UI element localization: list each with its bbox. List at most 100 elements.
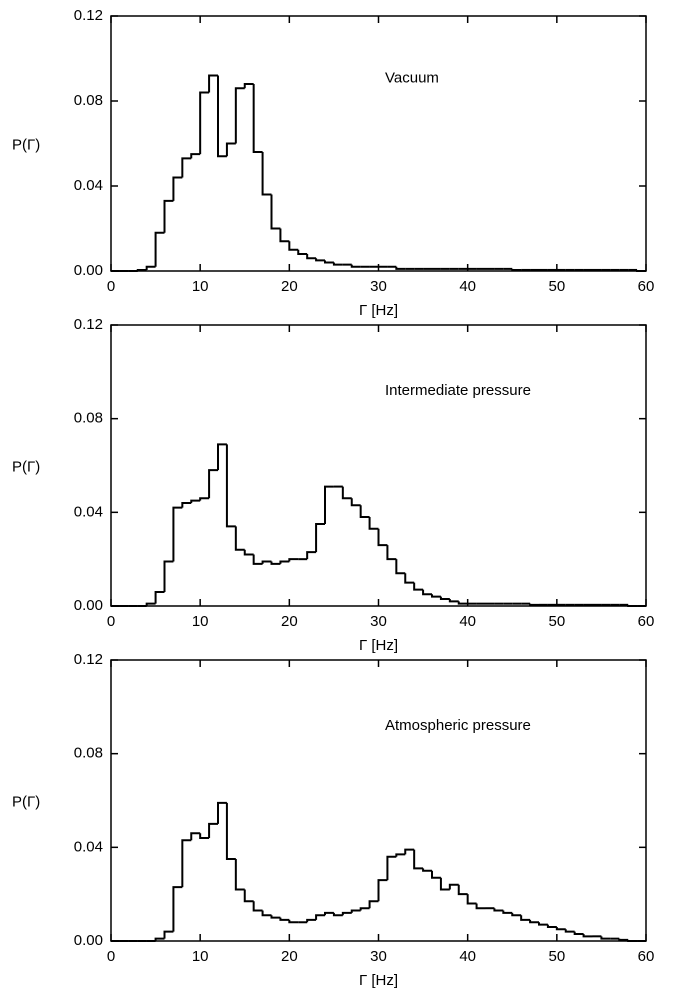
histogram-bin	[225, 142, 236, 157]
histogram-bin	[386, 855, 397, 881]
histogram-bin	[243, 83, 254, 89]
x-axis-label: Γ [Hz]	[359, 972, 398, 989]
histogram-bin	[439, 596, 450, 600]
histogram-bin	[324, 911, 334, 916]
histogram-bin	[181, 157, 192, 178]
histogram-bin	[270, 561, 281, 565]
x-tick-label: 60	[638, 948, 655, 965]
histogram-bin	[199, 497, 210, 501]
histogram-bin	[270, 915, 281, 919]
histogram-bin	[225, 802, 236, 861]
y-axis-label: P(Γ)	[12, 793, 40, 810]
histogram-bin	[600, 936, 611, 940]
histogram-bin	[395, 853, 406, 857]
histogram-bin	[199, 91, 210, 155]
histogram-bin	[627, 604, 638, 607]
y-tick-label: 0.12	[74, 651, 103, 668]
histogram-bin	[475, 903, 486, 910]
histogram-bin	[324, 485, 334, 525]
histogram-bin	[422, 589, 432, 596]
plot-frame	[110, 324, 647, 607]
histogram-bin	[261, 910, 272, 917]
y-tick-label: 0.00	[74, 932, 103, 949]
histogram-bin	[225, 444, 236, 528]
histogram-bin	[234, 526, 245, 551]
y-tick-label: 0.04	[74, 503, 103, 520]
histogram-bin	[252, 84, 263, 153]
histogram-bin	[350, 264, 361, 268]
histogram-bin	[190, 499, 201, 503]
x-tick-label: 40	[459, 278, 476, 295]
histogram-bin	[341, 911, 352, 916]
histogram-bin	[315, 523, 325, 553]
histogram-bin	[208, 822, 218, 838]
histogram-bin	[520, 915, 531, 921]
histogram-bin	[136, 268, 147, 271]
histogram-bin	[163, 560, 174, 592]
histogram-bin	[332, 262, 343, 266]
x-tick-label: 40	[459, 948, 476, 965]
histogram-bin	[377, 879, 388, 902]
histogram-bin	[252, 554, 263, 565]
y-tick-label: 0.08	[74, 745, 103, 762]
histogram-bin	[154, 937, 165, 941]
x-tick-label: 60	[638, 278, 655, 295]
histogram-bin	[288, 241, 299, 251]
histogram-bin	[395, 559, 406, 575]
histogram-bin	[199, 833, 210, 839]
histogram-bin	[359, 907, 370, 911]
histogram-bin	[243, 889, 254, 903]
histogram-bin	[368, 517, 379, 530]
y-tick-label: 0.12	[74, 316, 103, 333]
x-tick-label: 20	[281, 278, 298, 295]
histogram-bin	[457, 601, 468, 605]
histogram-bin	[145, 265, 156, 270]
x-tick-label: 50	[548, 278, 565, 295]
histogram-bin	[154, 231, 165, 267]
histogram-bin	[538, 922, 548, 926]
histogram-bin	[413, 849, 424, 870]
x-axis-label: Γ [Hz]	[359, 302, 398, 319]
histogram-bin	[208, 469, 218, 499]
histogram-bin	[448, 598, 459, 603]
histogram-bin	[190, 832, 201, 841]
histogram-bin	[297, 249, 308, 255]
histogram-bin	[288, 558, 299, 562]
histogram-bin	[252, 901, 263, 912]
histogram-bin	[332, 912, 343, 917]
histogram-bin	[181, 501, 192, 508]
histogram-bin	[395, 266, 406, 270]
histogram-bin	[573, 931, 584, 935]
histogram-bin	[511, 912, 522, 917]
histogram-bin	[493, 908, 504, 912]
histogram-bin	[386, 545, 397, 561]
histogram-bin	[154, 590, 165, 604]
histogram-bin	[279, 228, 290, 243]
x-tick-label: 0	[107, 948, 115, 965]
histogram-bin	[457, 884, 468, 896]
histogram-bin	[350, 909, 361, 913]
x-tick-label: 0	[107, 613, 115, 630]
histogram-bin	[217, 443, 227, 471]
annotation: Vacuum	[385, 70, 439, 87]
histogram-bin	[341, 486, 352, 500]
x-tick-label: 10	[192, 278, 209, 295]
x-tick-label: 10	[192, 948, 209, 965]
histogram-bin	[439, 877, 450, 891]
histogram-bin	[315, 258, 325, 262]
x-tick-label: 20	[281, 948, 298, 965]
y-tick-label: 0.00	[74, 597, 103, 614]
histogram-bin	[350, 498, 361, 507]
histogram-bin	[243, 549, 254, 556]
x-tick-label: 30	[370, 613, 387, 630]
histogram-bin	[306, 254, 317, 260]
histogram-bin	[315, 914, 325, 920]
histogram-bin	[511, 268, 522, 271]
histogram-bin	[448, 883, 459, 890]
histogram-bin	[546, 924, 557, 928]
histogram-bin	[466, 894, 477, 905]
x-tick-label: 60	[638, 613, 655, 630]
histogram-bin	[636, 269, 646, 272]
histogram-bin	[529, 603, 539, 606]
